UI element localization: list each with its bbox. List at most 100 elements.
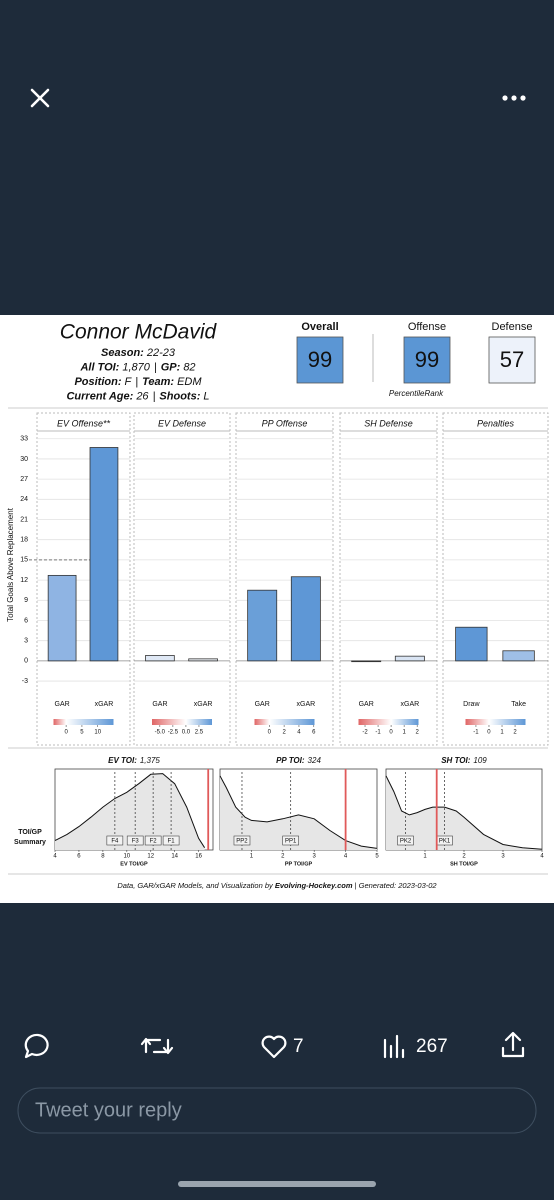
y-tick-label: 9 — [24, 597, 28, 604]
x-tick-label: 14 — [171, 854, 178, 860]
panel-frame — [442, 412, 549, 746]
info-line: All TOI: 1,870 | GP: 82 — [79, 361, 195, 373]
panel-frame — [36, 412, 131, 746]
color-scale-label: 2 — [513, 730, 517, 736]
player-name: Connor McDavid — [60, 321, 218, 344]
y-tick-label: 18 — [20, 537, 28, 544]
density-area — [220, 775, 377, 850]
percentile-value: 99 — [415, 347, 439, 372]
y-tick-label: 15 — [20, 557, 28, 564]
reply-placeholder: Tweet your reply — [35, 1099, 182, 1121]
x-tick-label: 10 — [123, 854, 130, 860]
x-tick-label: 1 — [423, 854, 427, 860]
x-axis-label: PP TOI/GP — [285, 861, 313, 867]
marker-label: PP1 — [285, 839, 297, 845]
x-tick-label: 3 — [501, 854, 505, 860]
percentile-box — [488, 336, 536, 384]
info-value: EDM — [177, 376, 202, 388]
color-scale — [152, 719, 212, 725]
y-tick-label: 6 — [24, 617, 28, 624]
info-value: 82 — [183, 361, 195, 373]
panel-title: Penalties — [477, 418, 515, 428]
density-curve — [385, 775, 543, 850]
separator: | — [153, 390, 156, 402]
info-label: GP: — [161, 361, 181, 373]
color-scale-label: -2.5 — [168, 730, 179, 736]
separator: | — [135, 376, 138, 388]
marker-label: F3 — [132, 839, 140, 845]
marker-box — [233, 835, 251, 846]
title-value: 324 — [308, 756, 322, 765]
home-indicator — [178, 1181, 376, 1187]
density-area — [386, 775, 542, 850]
marker-box — [126, 835, 144, 846]
bar — [502, 650, 535, 662]
info-value: 22-23 — [146, 347, 176, 359]
color-scale-label: 0 — [487, 730, 491, 736]
color-scale-label: 0 — [64, 730, 68, 736]
color-scale — [53, 719, 114, 725]
y-tick-label: -3 — [22, 678, 28, 685]
x-tick-label: 3 — [313, 854, 317, 860]
x-tick-label: Take — [511, 701, 526, 708]
color-scale-label: -2 — [362, 730, 368, 736]
x-tick-label: 2 — [462, 854, 466, 860]
bar — [290, 576, 321, 662]
retweet-button[interactable] — [140, 1037, 174, 1055]
bar — [351, 660, 382, 663]
panel-frame — [133, 412, 231, 746]
x-tick-label: 2 — [281, 854, 285, 860]
info-value: L — [203, 390, 209, 402]
color-scale — [465, 719, 526, 725]
close-button[interactable] — [30, 88, 50, 108]
density-area — [55, 773, 205, 850]
bar — [89, 447, 119, 662]
title-label: SH TOI: — [441, 756, 471, 765]
percentile-value: 99 — [308, 347, 332, 372]
density-curve — [54, 773, 206, 848]
color-scale-label: 1 — [500, 730, 504, 736]
color-scale-label: -1 — [473, 730, 479, 736]
reply-box[interactable] — [17, 1087, 537, 1134]
color-scale — [254, 719, 315, 725]
color-scale-label: 0 — [389, 730, 393, 736]
footer-text: Data, GAR/xGAR Models, and Visualization… — [117, 881, 274, 890]
y-axis-label: Total Goals Above Replacement — [6, 507, 15, 622]
like-count: 7 — [293, 1036, 304, 1057]
y-tick-label: 30 — [20, 456, 28, 463]
title-value: 1,375 — [140, 756, 161, 765]
color-scale — [358, 719, 419, 725]
color-scale-label: 1 — [402, 730, 406, 736]
marker-box — [162, 835, 180, 846]
y-tick-label: 0 — [24, 658, 28, 665]
marker-box — [397, 835, 414, 846]
share-button[interactable] — [501, 1031, 525, 1058]
marker-label: PK2 — [400, 839, 412, 845]
x-axis-label: SH TOI/GP — [450, 861, 478, 867]
marker-box — [282, 835, 299, 846]
panel-title: SH Defense — [364, 418, 413, 428]
percentile-label: Overall — [301, 321, 338, 333]
x-tick-label: GAR — [359, 701, 374, 708]
x-tick-label: 16 — [195, 854, 202, 860]
y-tick-label: 21 — [20, 516, 28, 523]
info-label: Team: — [142, 376, 174, 388]
reply-button[interactable] — [24, 1033, 49, 1059]
info-line: Position: F | Team: EDM — [74, 376, 202, 388]
bar — [145, 655, 175, 662]
color-scale-label: -5.0 — [155, 730, 166, 736]
percentile-label: Defense — [492, 321, 533, 333]
like-button[interactable] — [261, 1035, 287, 1059]
color-scale-label: 2 — [282, 730, 286, 736]
views-icon[interactable] — [383, 1034, 405, 1059]
title-label: PP TOI: — [276, 756, 305, 765]
marker-label: F4 — [111, 839, 119, 845]
y-tick-label: 3 — [24, 638, 28, 645]
y-tick-label: 27 — [20, 476, 28, 483]
x-tick-label: GAR — [152, 701, 167, 708]
info-line: Current Age: 26 | Shoots: L — [66, 390, 209, 402]
title-value: 109 — [473, 756, 487, 765]
more-button[interactable] — [502, 95, 526, 101]
